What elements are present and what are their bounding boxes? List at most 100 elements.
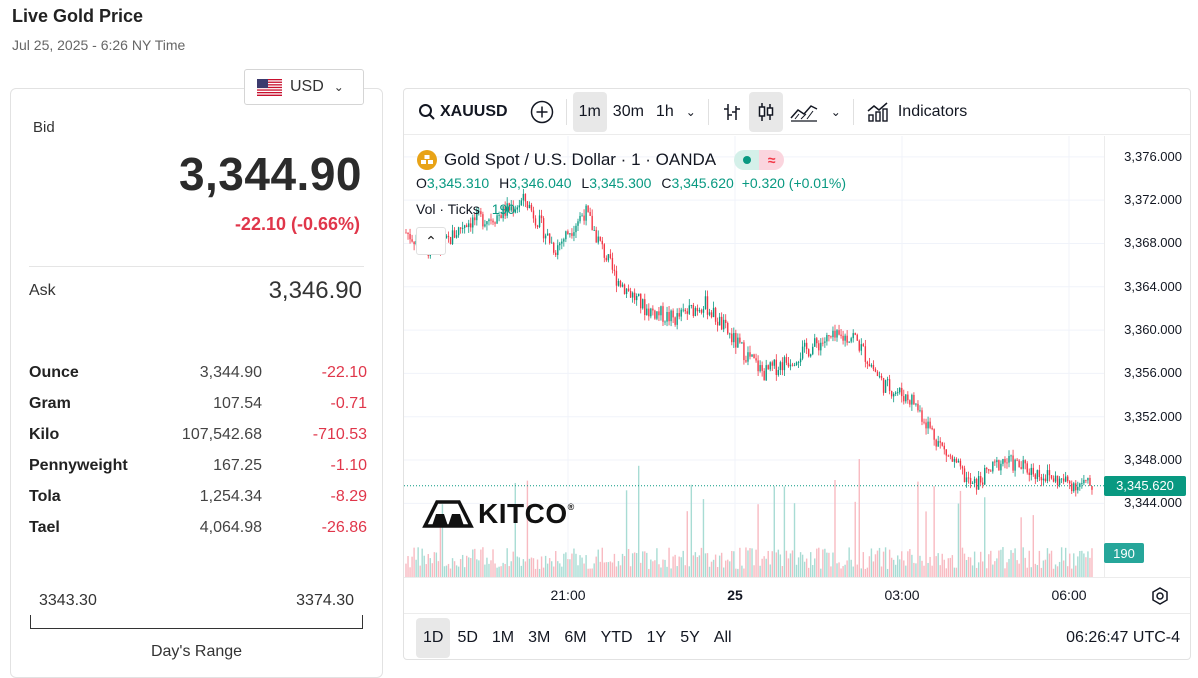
time-axis[interactable]: 21:00 25 03:00 06:00 [404,577,1190,613]
timeframe-1d[interactable]: 1D [416,617,451,658]
interval-dropdown[interactable]: ⌄ [680,92,702,132]
volume-bar [846,560,848,577]
volume-bar [1085,557,1087,577]
volume-bar [795,564,798,577]
volume-bar [919,555,921,577]
candle-body [795,362,798,366]
volume-bar [931,565,933,577]
candle-body [949,455,952,457]
volume-bar [613,553,616,577]
chart-clock[interactable]: 06:26:47 UTC-4 [1066,628,1180,646]
volume-bar [712,559,715,577]
interval-1h[interactable]: 1h [655,102,674,120]
volume-bar [925,511,927,577]
price-axis-tick-label: 3,356.000 [1124,365,1182,381]
candle-body [870,365,873,367]
volume-bar [538,568,541,577]
chart-settings-button[interactable] [1150,586,1170,611]
market-status-badge[interactable]: ≈ [734,150,785,170]
volume-bar [951,555,954,577]
volume-bar [799,552,802,577]
volume-bar [650,559,652,577]
chart-type-dropdown[interactable]: ⌄ [825,92,847,132]
volume-bar [591,568,593,577]
area-chart-type-button[interactable] [783,92,825,132]
candle-body [474,217,476,221]
chevron-down-icon: ⌄ [830,104,841,119]
candle-body [814,338,816,347]
candle-body [1036,470,1039,479]
candle-body [967,477,970,479]
currency-label: USD [290,78,324,95]
price-chart-plot[interactable] [404,136,1104,577]
volume-bar [888,549,891,577]
volume-bar [939,565,941,577]
volume-bar [474,548,476,577]
search-icon [419,103,435,120]
candle-body [611,257,614,270]
candle-body [476,211,478,221]
volume-bar [984,497,986,577]
volume-bar [468,557,470,577]
volume-bar [597,549,599,577]
candle-body [1016,459,1018,461]
volume-bar [646,552,648,577]
timeframe-5y[interactable]: 5Y [680,628,700,646]
candle-body [466,225,468,228]
volume-bar [884,547,887,577]
collapse-legend-button[interactable]: ⌃ [416,227,446,255]
price-axis[interactable]: 3,376.000 3,372.000 3,368.000 3,364.000 3,36… [1104,136,1190,577]
currency-select[interactable]: USD ⌄ [244,69,364,105]
interval-1m[interactable]: 1m [572,91,607,132]
volume-bar [749,548,751,577]
candle-body [680,309,682,317]
candle-body [820,342,822,351]
candle-body [844,335,846,341]
symbol-search[interactable]: XAUUSD [412,92,514,132]
volume-bar [617,561,620,577]
candle-body [714,307,717,322]
candle-chart-type-button[interactable] [748,91,783,132]
volume-bar [722,567,725,577]
timeframe-3m[interactable]: 3M [528,628,551,646]
bar-chart-type-button[interactable] [715,92,749,132]
candle-body [1014,459,1016,471]
candle-body [755,358,757,361]
timeframe-1y[interactable]: 1Y [646,628,667,646]
candle-body [807,349,810,357]
candle-body [961,466,964,469]
candle-body [484,224,486,227]
volume-bar [670,568,672,577]
volume-bar [615,566,618,577]
candle-body [771,362,773,366]
volume-bar [429,558,431,577]
volume-bar [1000,549,1002,577]
timeframe-1m[interactable]: 1M [491,628,515,646]
candle-body [480,211,482,215]
candle-body [1085,479,1087,481]
timeframe-5d[interactable]: 5D [457,628,478,646]
unit-change: -1.10 [330,456,367,474]
candle-body [700,310,703,313]
candle-body [919,410,921,412]
candle-body [603,244,606,258]
candle-body [929,421,931,428]
timeframe-all[interactable]: All [713,628,732,646]
timeframe-ytd[interactable]: YTD [600,628,633,646]
indicators-button[interactable]: Indicators [860,92,973,132]
volume-bar [684,565,686,577]
volume-bar [654,560,656,577]
volume-bar [595,556,597,577]
compare-add-button[interactable] [524,92,560,132]
candle-body [828,335,830,337]
volume-bar [652,561,654,577]
change-value: +0.320 (+0.01%) [741,175,846,191]
volume-bar [658,564,660,577]
registered-mark: ® [567,502,575,512]
volume-bar [413,547,415,577]
timeframe-6m[interactable]: 6M [564,628,587,646]
volume-bar [917,481,919,577]
volume-bar [753,565,755,577]
interval-30m[interactable]: 30m [612,102,644,120]
candle-body [686,311,688,314]
